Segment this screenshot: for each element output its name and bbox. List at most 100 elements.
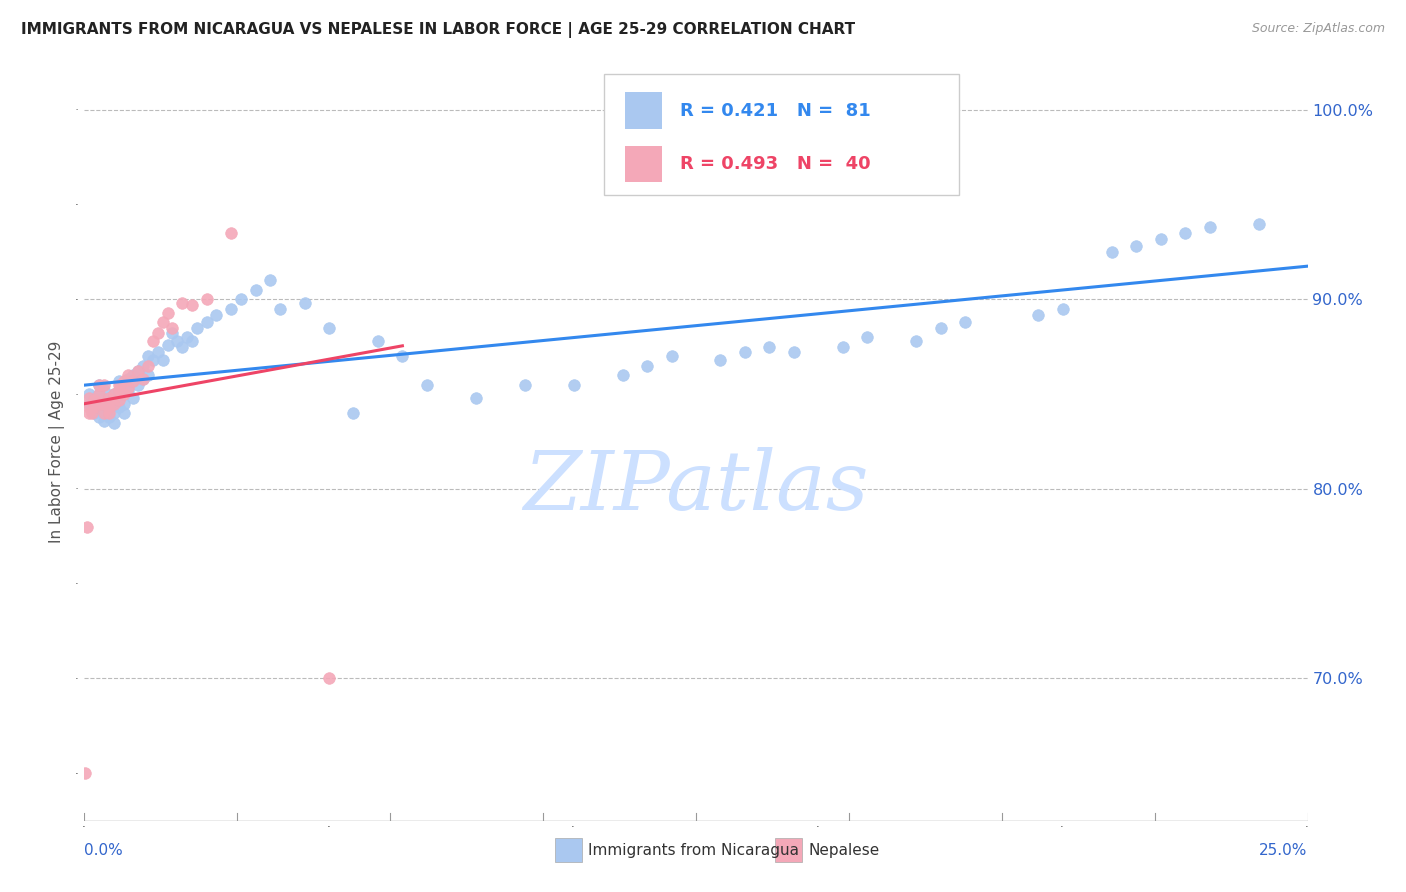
- Point: [87, 377, 110, 392]
- Point: [259, 273, 281, 287]
- Point: [166, 334, 188, 348]
- Y-axis label: In Labor Force | Age 25-29: In Labor Force | Age 25-29: [49, 341, 65, 542]
- Point: [87, 387, 110, 401]
- Point: [132, 372, 155, 386]
- Point: [97, 391, 120, 405]
- Point: [661, 349, 683, 363]
- Point: [831, 340, 853, 354]
- Point: [636, 359, 658, 373]
- Point: [929, 320, 952, 334]
- Point: [83, 406, 105, 420]
- Point: [172, 340, 194, 354]
- Text: Source: ZipAtlas.com: Source: ZipAtlas.com: [1251, 22, 1385, 36]
- Bar: [776, 838, 803, 863]
- Point: [219, 226, 242, 240]
- Point: [127, 364, 149, 378]
- Point: [83, 401, 105, 415]
- Point: [117, 372, 139, 386]
- Point: [93, 396, 115, 410]
- Point: [112, 396, 135, 410]
- Point: [513, 377, 536, 392]
- Point: [152, 353, 174, 368]
- Point: [1101, 244, 1123, 259]
- Point: [181, 334, 204, 348]
- Point: [136, 359, 159, 373]
- Point: [103, 387, 125, 401]
- Point: [709, 353, 731, 368]
- Point: [294, 296, 316, 310]
- Point: [342, 406, 364, 420]
- Point: [1150, 232, 1173, 246]
- Point: [93, 396, 115, 410]
- Point: [132, 372, 155, 386]
- Point: [905, 334, 928, 348]
- Point: [93, 384, 115, 398]
- Point: [464, 391, 486, 405]
- Point: [195, 315, 218, 329]
- Point: [142, 334, 165, 348]
- Text: 0.0%: 0.0%: [84, 843, 124, 858]
- Point: [195, 293, 218, 307]
- Bar: [626, 93, 662, 128]
- Point: [127, 364, 149, 378]
- Point: [77, 406, 100, 420]
- Point: [156, 338, 179, 352]
- Point: [75, 766, 97, 780]
- Point: [172, 296, 194, 310]
- Point: [117, 381, 139, 395]
- Point: [186, 320, 208, 334]
- Point: [146, 345, 169, 359]
- Text: Nepalese: Nepalese: [808, 843, 880, 858]
- Bar: [555, 838, 582, 863]
- Point: [122, 374, 145, 388]
- Point: [77, 391, 100, 405]
- Point: [856, 330, 879, 344]
- Point: [77, 387, 100, 401]
- Point: [562, 377, 585, 392]
- Text: Immigrants from Nicaragua: Immigrants from Nicaragua: [588, 843, 800, 858]
- Point: [127, 377, 149, 392]
- Point: [136, 349, 159, 363]
- Point: [181, 298, 204, 312]
- Point: [93, 406, 115, 420]
- Point: [112, 377, 135, 392]
- Text: R = 0.421   N =  81: R = 0.421 N = 81: [681, 102, 870, 120]
- Point: [416, 377, 439, 392]
- Point: [93, 414, 115, 428]
- Point: [1174, 226, 1197, 240]
- Point: [107, 374, 129, 388]
- Point: [103, 396, 125, 410]
- Point: [612, 368, 634, 383]
- Point: [97, 409, 120, 424]
- Point: [142, 353, 165, 368]
- Point: [107, 392, 129, 407]
- Point: [103, 416, 125, 430]
- Point: [93, 377, 115, 392]
- Text: IMMIGRANTS FROM NICARAGUA VS NEPALESE IN LABOR FORCE | AGE 25-29 CORRELATION CHA: IMMIGRANTS FROM NICARAGUA VS NEPALESE IN…: [21, 22, 855, 38]
- Point: [391, 349, 413, 363]
- Point: [112, 387, 135, 401]
- Point: [162, 326, 184, 341]
- Point: [1052, 301, 1074, 316]
- Point: [1125, 239, 1147, 253]
- Point: [97, 401, 120, 415]
- Point: [1198, 220, 1220, 235]
- FancyBboxPatch shape: [605, 74, 959, 195]
- Point: [80, 406, 103, 420]
- Point: [107, 401, 129, 415]
- Point: [269, 301, 291, 316]
- Point: [77, 401, 100, 415]
- Bar: [626, 145, 662, 182]
- Point: [219, 301, 242, 316]
- Point: [112, 406, 135, 420]
- Point: [245, 283, 267, 297]
- Point: [97, 406, 120, 420]
- Point: [146, 326, 169, 341]
- Point: [117, 368, 139, 383]
- Point: [152, 315, 174, 329]
- Point: [117, 384, 139, 398]
- Point: [107, 384, 129, 398]
- Point: [783, 345, 806, 359]
- Point: [77, 396, 100, 410]
- Point: [122, 391, 145, 405]
